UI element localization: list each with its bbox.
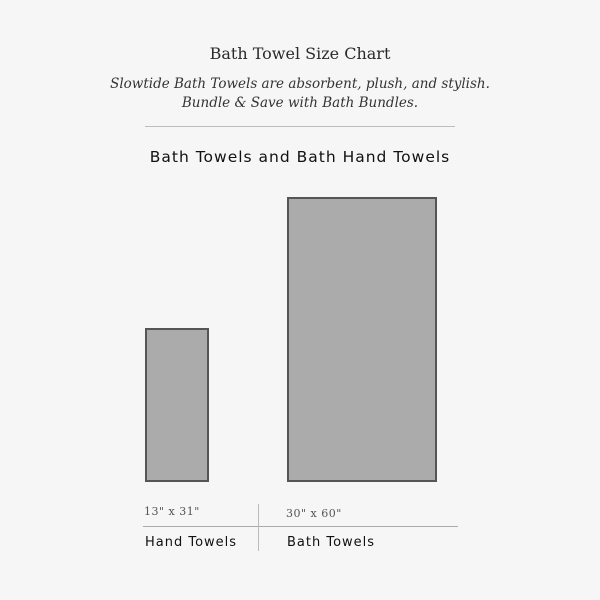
column-divider — [258, 504, 259, 551]
hand-towel-size: 13" x 31" — [144, 505, 200, 518]
subtitle-line-2: Bundle & Save with Bath Bundles. — [181, 95, 419, 111]
section-heading: Bath Towels and Bath Hand Towels — [149, 148, 451, 166]
subtitle-line-1: Slowtide Bath Towels are absorbent, plus… — [110, 76, 490, 92]
header-divider — [145, 126, 455, 127]
table-divider — [143, 526, 458, 527]
hand-towel-shape — [145, 328, 209, 482]
bath-towel-label: Bath Towels — [287, 535, 376, 550]
bath-towel-size: 30" x 60" — [286, 507, 342, 520]
chart-title: Bath Towel Size Chart — [209, 44, 391, 63]
hand-towel-label: Hand Towels — [145, 535, 238, 550]
bath-towel-shape — [287, 197, 437, 482]
